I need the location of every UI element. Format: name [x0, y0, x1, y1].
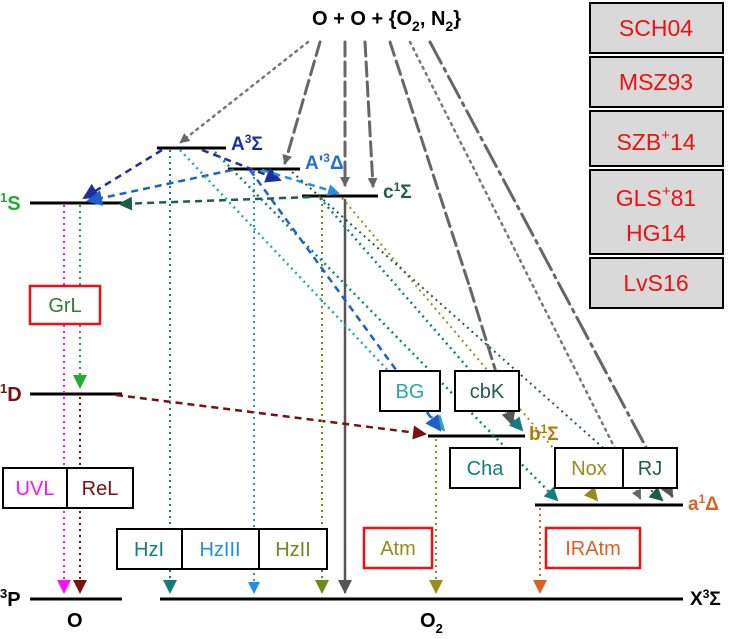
box-rel [66, 467, 134, 509]
box-iratm [544, 526, 642, 570]
box-grl-label: GrL [48, 295, 81, 317]
box-cbk-label: cbK [470, 381, 505, 403]
box-hz1 [116, 528, 183, 570]
label-bottom-O: O [67, 610, 83, 632]
box-cbk [454, 370, 520, 412]
label-c1Sigma: c1Σ [383, 180, 412, 203]
box-cha [449, 447, 521, 489]
label-1D: 1D [0, 381, 22, 406]
box-nox-label: Nox [571, 458, 607, 480]
box-uvl-label: UVL [16, 478, 55, 500]
reference-list: SCH04 MSZ93 SZB+14 GLS+81 HG14 LvS16 [589, 2, 724, 309]
label-bottom-O2: O2 [420, 610, 443, 636]
box-grl [28, 284, 102, 326]
label-3P: 3P [0, 586, 21, 611]
box-hz1-label: HzI [134, 539, 164, 561]
box-nox [554, 447, 624, 489]
label-A3Sigma: A3Σ [231, 132, 263, 155]
box-atm [362, 526, 434, 570]
box-hz2 [258, 528, 328, 570]
ref-gls81: GLS+81 [616, 183, 696, 211]
box-bg-label: BG [396, 381, 425, 403]
box-atm-label: Atm [380, 538, 416, 560]
recombination-arrows [179, 40, 674, 594]
transition-boxes: GrL UVL ReL BG cbK Cha Nox RJ HzI HzIII … [2, 284, 678, 570]
ref-szb14: SZB+14 [616, 127, 695, 155]
label-Ap3Delta: A'3Δ [305, 151, 344, 174]
box-rj [622, 447, 678, 489]
label-a1Delta: a1Δ [688, 492, 719, 515]
box-hz3-label: HzIII [199, 539, 240, 561]
label-1S: 1S [0, 190, 21, 215]
box-rel-label: ReL [82, 478, 119, 500]
ref-msz93: MSZ93 [619, 69, 693, 95]
box-rj-label: RJ [638, 458, 662, 480]
box-hz2-label: HzII [275, 539, 311, 561]
title: O + O + {O2, N2} [312, 8, 461, 34]
box-iratm-label: IRAtm [565, 538, 621, 560]
transition-arrows [57, 148, 664, 594]
label-b1Sigma: b1Σ [529, 422, 559, 445]
box-bg [379, 370, 441, 412]
box-cha-label: Cha [467, 458, 505, 480]
label-X3Sigma: X3Σ [690, 587, 721, 610]
ref-lvs16: LvS16 [623, 270, 688, 296]
ref-sch04: SCH04 [619, 15, 693, 41]
ref-hg14: HG14 [626, 220, 686, 246]
